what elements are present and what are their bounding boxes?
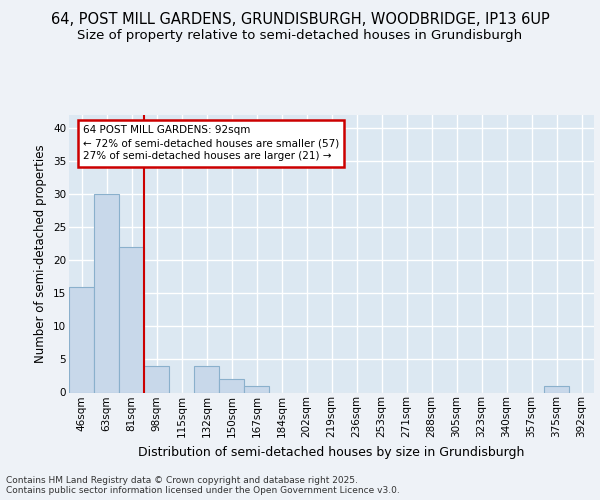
Text: 64, POST MILL GARDENS, GRUNDISBURGH, WOODBRIDGE, IP13 6UP: 64, POST MILL GARDENS, GRUNDISBURGH, WOO… xyxy=(50,12,550,28)
Bar xyxy=(219,380,244,392)
Bar xyxy=(194,366,219,392)
Bar xyxy=(69,287,94,393)
Text: 64 POST MILL GARDENS: 92sqm
← 72% of semi-detached houses are smaller (57)
27% o: 64 POST MILL GARDENS: 92sqm ← 72% of sem… xyxy=(83,125,339,162)
Bar xyxy=(94,194,119,392)
Text: Size of property relative to semi-detached houses in Grundisburgh: Size of property relative to semi-detach… xyxy=(77,29,523,42)
Y-axis label: Number of semi-detached properties: Number of semi-detached properties xyxy=(34,144,47,363)
Bar xyxy=(144,366,169,392)
Bar xyxy=(544,386,569,392)
Bar xyxy=(119,247,144,392)
Text: Contains HM Land Registry data © Crown copyright and database right 2025.
Contai: Contains HM Land Registry data © Crown c… xyxy=(6,476,400,495)
Bar xyxy=(244,386,269,392)
X-axis label: Distribution of semi-detached houses by size in Grundisburgh: Distribution of semi-detached houses by … xyxy=(139,446,524,458)
